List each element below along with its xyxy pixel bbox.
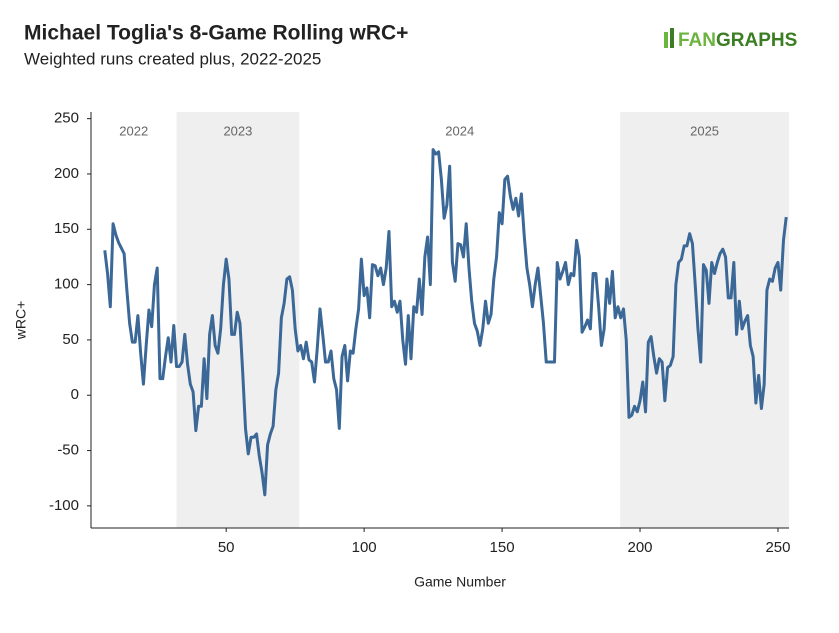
era-label: 2024 [445,123,474,138]
y-axis-label: wRC+ [13,301,29,341]
era-label: 2023 [223,123,252,138]
logo-bar [664,32,668,48]
logo-right: GRAPHS [716,30,797,51]
era-band [91,112,177,528]
y-tick-label: 250 [54,110,79,127]
x-tick-label: 100 [352,539,377,556]
x-tick-label: 250 [765,539,790,556]
era-band [620,112,789,528]
logo-bar [670,28,674,48]
y-tick-label: -100 [49,497,79,514]
y-tick-label: 0 [71,386,79,403]
chart-subtitle: Weighted runs created plus, 2022-2025 [24,49,321,68]
era-label: 2022 [119,123,148,138]
chart-title: Michael Toglia's 8-Game Rolling wRC+ [24,22,408,45]
x-axis-label: Game Number [414,574,506,590]
y-tick-label: 50 [62,331,79,348]
era-band [299,112,620,528]
logo-left: FAN [678,30,716,51]
era-label: 2025 [690,123,719,138]
x-tick-label: 200 [628,539,653,556]
logo: FANGRAPHS [664,28,797,51]
y-tick-label: 150 [54,220,79,237]
x-tick-label: 150 [490,539,515,556]
y-tick-label: 100 [54,276,79,293]
logo-text: FANGRAPHS [678,30,797,51]
y-tick-label: -50 [57,442,79,459]
y-tick-label: 200 [54,165,79,182]
x-tick-label: 50 [218,539,235,556]
series-line [103,148,788,497]
